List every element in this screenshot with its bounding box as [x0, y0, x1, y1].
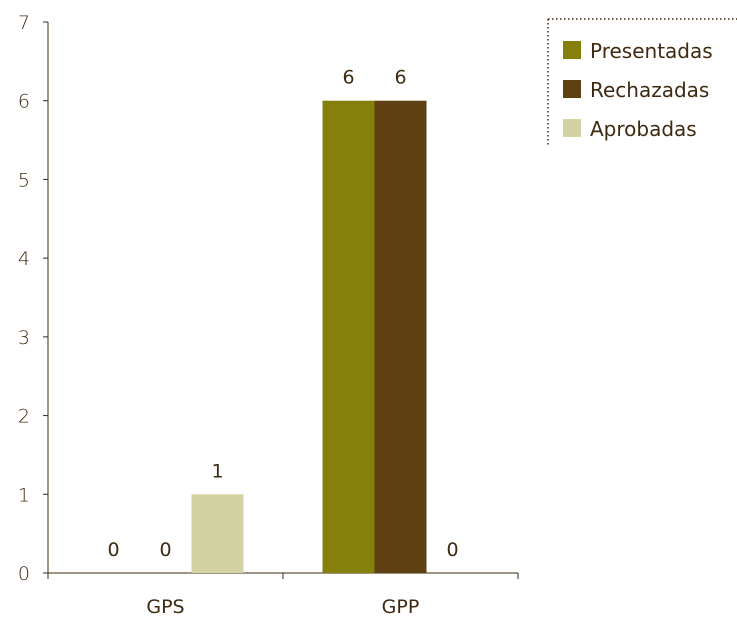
bar-aprobadas-gps — [191, 494, 244, 573]
bar-rechazadas-gpp — [374, 100, 427, 573]
axes: 0 1 2 3 4 5 6 7 GPS GPP — [18, 12, 519, 618]
legend-label: Rechazadas — [590, 78, 709, 102]
legend-swatch — [563, 119, 581, 137]
bars — [191, 100, 427, 573]
legend-swatch — [563, 41, 581, 59]
y-tick-label: 3 — [18, 327, 30, 349]
y-tick-label: 6 — [18, 91, 30, 113]
data-label: 1 — [211, 460, 223, 482]
y-tick-label: 4 — [18, 248, 30, 270]
data-label: 0 — [159, 539, 171, 561]
data-label: 6 — [342, 67, 354, 89]
y-tick-label: 0 — [18, 563, 30, 585]
legend-label: Presentadas — [590, 39, 713, 63]
y-tick-label: 5 — [18, 169, 30, 191]
legend-label: Aprobadas — [590, 117, 697, 141]
data-label: 0 — [446, 539, 458, 561]
x-category-label: GPS — [146, 596, 184, 618]
y-tick-label: 7 — [18, 12, 30, 34]
legend: Presentadas Rechazadas Aprobadas — [547, 18, 737, 146]
data-label: 0 — [107, 539, 119, 561]
y-tick-label: 1 — [18, 484, 30, 506]
legend-swatch — [563, 80, 581, 98]
bar-presentadas-gpp — [322, 100, 375, 573]
data-labels: 0 0 1 6 6 0 — [107, 67, 458, 561]
y-tick-label: 2 — [18, 406, 30, 428]
data-label: 6 — [394, 67, 406, 89]
x-category-label: GPP — [382, 596, 420, 618]
